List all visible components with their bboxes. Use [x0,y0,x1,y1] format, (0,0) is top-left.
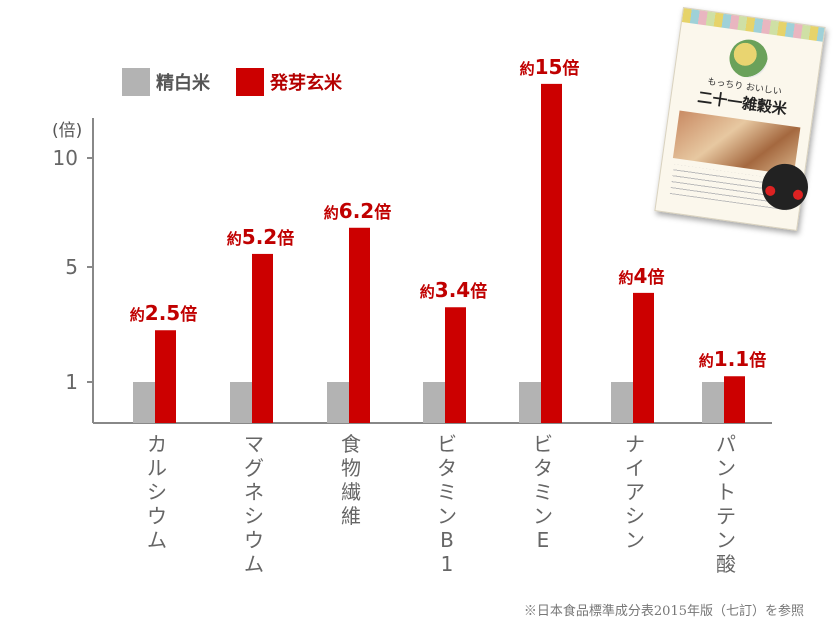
data-label-suffix: 倍 [277,228,295,249]
data-label-prefix: 約 [618,268,634,287]
y-tick-label: 5 [65,255,78,279]
data-label: 約3.4倍 [420,280,487,301]
data-label-suffix: 倍 [647,267,665,288]
data-label-suffix: 倍 [562,58,580,79]
data-label: 約6.2倍 [324,201,391,222]
data-label-suffix: 倍 [180,305,198,326]
data-label-prefix: 約 [698,352,714,371]
bar-germinated-rice [445,307,466,423]
data-label: 約2.5倍 [130,303,197,324]
legend-label-germinated-rice: 発芽玄米 [270,73,342,94]
data-label-suffix: 倍 [374,202,392,223]
bar-white-rice [327,382,349,423]
category-label: ビタミンE [533,432,553,552]
data-label-prefix: 約 [323,203,339,222]
legend-swatch-germinated-rice [236,68,264,96]
bar-germinated-rice [633,292,654,423]
data-label-prefix: 約 [129,306,145,325]
data-label-prefix: 約 [419,283,435,302]
data-label-suffix: 倍 [470,282,488,303]
category-label: ビタミンB1 [437,432,457,576]
bar-germinated-rice [155,330,176,423]
data-label: 約1.1倍 [699,349,766,370]
data-label-number: 1.1 [713,347,750,372]
y-tick-label: 1 [65,370,78,394]
bar-white-rice [423,382,445,423]
bar-white-rice [133,382,155,423]
category-label: パントテン酸 [716,432,736,576]
bar-germinated-rice [724,376,745,423]
data-label: 約4倍 [619,266,665,287]
data-label-number: 15 [534,54,563,79]
data-label-prefix: 約 [519,59,535,78]
legend-item-white-rice: 精白米 [122,68,210,96]
footnote: ※日本食品標準成分表2015年版（七訂）を参照 [523,604,804,619]
y-tick-label: 10 [52,146,78,170]
data-label: 約15倍 [520,57,580,78]
bar-white-rice [519,382,541,423]
data-label-number: 5.2 [241,224,278,249]
bar-germinated-rice [541,83,562,423]
category-label: マグネシウム [244,432,264,576]
product-package-image: もっちり おいしい 二十一雑穀米 [654,6,826,232]
package-emblem-icon [727,37,770,81]
data-label-prefix: 約 [226,229,242,248]
data-label-number: 4 [633,263,648,288]
category-label: カルシウム [147,432,167,552]
data-label: 約5.2倍 [227,227,294,248]
data-label-number: 6.2 [338,198,375,223]
legend-item-germinated-rice: 発芽玄米 [236,68,342,96]
bar-germinated-rice [349,227,370,423]
bar-germinated-rice [252,253,273,423]
legend-label-white-rice: 精白米 [156,73,210,94]
bar-white-rice [611,382,633,423]
legend-swatch-white-rice [122,68,150,96]
bar-white-rice [702,382,724,423]
category-label: 食物繊維 [341,432,361,528]
data-label-suffix: 倍 [749,351,767,372]
data-label-number: 2.5 [144,301,181,326]
y-axis-unit: (倍) [52,121,83,141]
legend: 精白米 発芽玄米 [122,68,368,96]
data-label-number: 3.4 [434,278,471,303]
category-label: ナイアシン [625,432,645,552]
bar-white-rice [230,382,252,423]
